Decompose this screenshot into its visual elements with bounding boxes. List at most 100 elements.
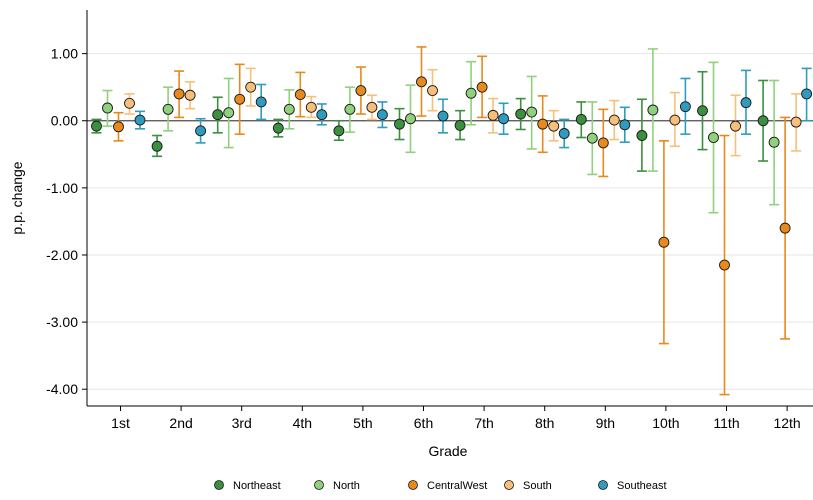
data-point [768, 136, 780, 148]
data-point [608, 114, 620, 126]
legend: Northeast North CentralWest South Southeast [214, 480, 667, 492]
legend-label: North [333, 480, 360, 492]
data-point [184, 89, 196, 101]
data-point [113, 121, 124, 133]
axes: 1.00 0.00 -1.00 -2.00 -3.00 -4.00 1st 2nd 3rd 4th… [46, 10, 813, 431]
data-point [515, 108, 527, 120]
y-axis-title: p.p. change [9, 161, 25, 234]
data-point [697, 105, 708, 117]
data-point [212, 109, 224, 121]
data-point [757, 115, 769, 127]
data-point [537, 118, 549, 130]
data-point [333, 125, 345, 137]
x-tick-label: 2nd [169, 415, 192, 431]
legend-item-north: North [314, 480, 360, 492]
data-point [679, 101, 691, 113]
data-point [740, 97, 752, 109]
series-centralwest [113, 46, 791, 396]
data-point [487, 109, 499, 121]
data-point [476, 81, 488, 93]
x-tick-label: 4th [293, 415, 312, 431]
legend-label: CentralWest [427, 480, 487, 492]
data-point [305, 101, 317, 113]
data-point [454, 119, 466, 131]
legend-item-centralwest: CentralWest [408, 480, 487, 492]
data-point [223, 107, 235, 119]
y-tick-label: -1.00 [46, 180, 78, 196]
x-tick-label: 3rd [232, 415, 252, 431]
legend-marker [214, 480, 224, 490]
data-point [558, 128, 570, 139]
data-point [427, 85, 438, 96]
data-point [669, 114, 681, 126]
x-tick-label: 11th [713, 415, 739, 431]
data-point [134, 114, 146, 126]
legend-label: Northeast [233, 480, 281, 492]
legend-label: Southeast [617, 480, 667, 492]
y-tick-label: -4.00 [46, 381, 78, 397]
legend-marker [314, 480, 324, 490]
x-tick-label: 6th [414, 415, 433, 431]
legend-marker [408, 480, 418, 490]
data-point [548, 120, 560, 132]
x-axis-title: Grade [429, 443, 468, 459]
x-tick-label: 1st [111, 415, 130, 431]
data-point [465, 87, 477, 99]
data-point [636, 130, 648, 141]
data-point [283, 103, 295, 115]
data-point [586, 132, 598, 144]
data-point [366, 101, 378, 113]
data-point [575, 113, 587, 125]
x-tick-label: 7th [474, 415, 493, 431]
data-point [151, 140, 163, 152]
y-tick-label: 0.00 [51, 113, 78, 129]
legend-item-southeast: Southeast [598, 480, 667, 492]
data-point [708, 132, 719, 143]
series-southeast [134, 67, 813, 149]
data-point [355, 85, 367, 96]
data-point [405, 113, 416, 125]
series-north [102, 48, 780, 214]
data-point [255, 96, 267, 108]
data-point [173, 88, 185, 100]
data-point [234, 93, 246, 105]
data-point [498, 113, 510, 125]
data-point [790, 116, 802, 128]
data-point [162, 103, 174, 115]
data-point [730, 120, 741, 132]
data-point [719, 259, 730, 271]
x-tick-label: 8th [535, 415, 554, 431]
plot-marks [91, 46, 813, 396]
data-point [272, 122, 284, 134]
x-tick-label: 12th [773, 415, 800, 431]
data-point [102, 102, 113, 114]
x-tick-label: 5th [353, 415, 372, 431]
series-south [124, 67, 802, 157]
y-tick-label: 1.00 [51, 46, 78, 62]
data-point [619, 119, 631, 131]
series-northeast [91, 70, 769, 172]
data-point [91, 120, 102, 132]
data-point [316, 109, 328, 121]
data-point [647, 104, 659, 116]
legend-item-south: South [504, 480, 552, 492]
data-point [394, 118, 405, 130]
data-point [195, 125, 207, 137]
data-point [437, 110, 449, 122]
data-point [597, 137, 609, 149]
data-point [801, 88, 813, 100]
data-point [416, 76, 427, 88]
data-point [376, 109, 388, 121]
gridlines [87, 53, 813, 390]
x-tick-label: 9th [596, 415, 615, 431]
legend-marker [598, 480, 608, 490]
legend-marker [504, 480, 514, 490]
x-tick-label: 10th [652, 415, 679, 431]
y-tick-label: -3.00 [46, 314, 78, 330]
data-point [344, 103, 356, 115]
data-point [779, 222, 791, 234]
data-point [294, 89, 306, 101]
data-point [124, 97, 135, 109]
